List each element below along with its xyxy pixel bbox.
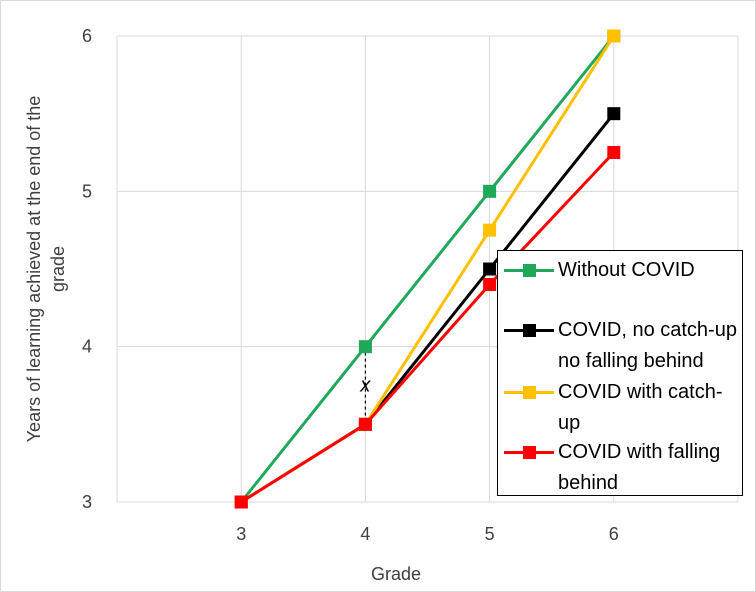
series-layer	[234, 29, 621, 509]
x-tick-label: 5	[485, 524, 495, 544]
legend-label: COVID with catch-up	[558, 381, 723, 434]
legend-label: COVID, no catch-up no falling behind	[558, 319, 737, 372]
data-point	[234, 495, 248, 509]
y-tick-label: 3	[82, 492, 92, 512]
x-tick-label: 3	[236, 524, 246, 544]
data-point	[607, 107, 621, 121]
data-point	[483, 278, 497, 292]
annotation-layer: x	[359, 346, 371, 425]
x-tick-label: 4	[360, 524, 370, 544]
x-tick-label: 6	[609, 524, 619, 544]
data-point	[358, 417, 372, 431]
y-tick-labels: 3 4 5 6	[82, 26, 92, 512]
data-point	[483, 184, 497, 198]
x-axis-title: Grade	[371, 564, 421, 584]
legend-marker	[504, 385, 554, 401]
legend-label: COVID with falling behind	[558, 441, 721, 494]
legend: Without COVID COVID, no catch-up no falli…	[497, 250, 743, 496]
y-tick-label: 4	[82, 337, 92, 357]
data-point	[607, 146, 621, 159]
legend-marker	[504, 445, 554, 461]
legend-marker	[504, 263, 554, 279]
y-tick-label: 5	[82, 181, 92, 201]
series-3	[234, 146, 621, 509]
data-point	[483, 223, 497, 237]
legend-label: Without COVID	[558, 259, 695, 281]
data-point	[607, 29, 621, 43]
x-tick-labels: 3 4 5 6	[236, 524, 619, 544]
legend-marker	[504, 323, 554, 339]
y-axis-title-line: grade	[48, 246, 68, 292]
y-tick-label: 6	[82, 26, 92, 46]
y-axis-title-line: Years of learning achieved at the end of…	[24, 96, 44, 443]
annotation-x: x	[359, 375, 371, 397]
data-point	[483, 262, 497, 276]
y-axis-title-group: Years of learning achieved at the end of…	[24, 96, 68, 443]
series-line	[240, 35, 615, 503]
data-point	[358, 340, 372, 354]
series-line	[240, 151, 615, 504]
